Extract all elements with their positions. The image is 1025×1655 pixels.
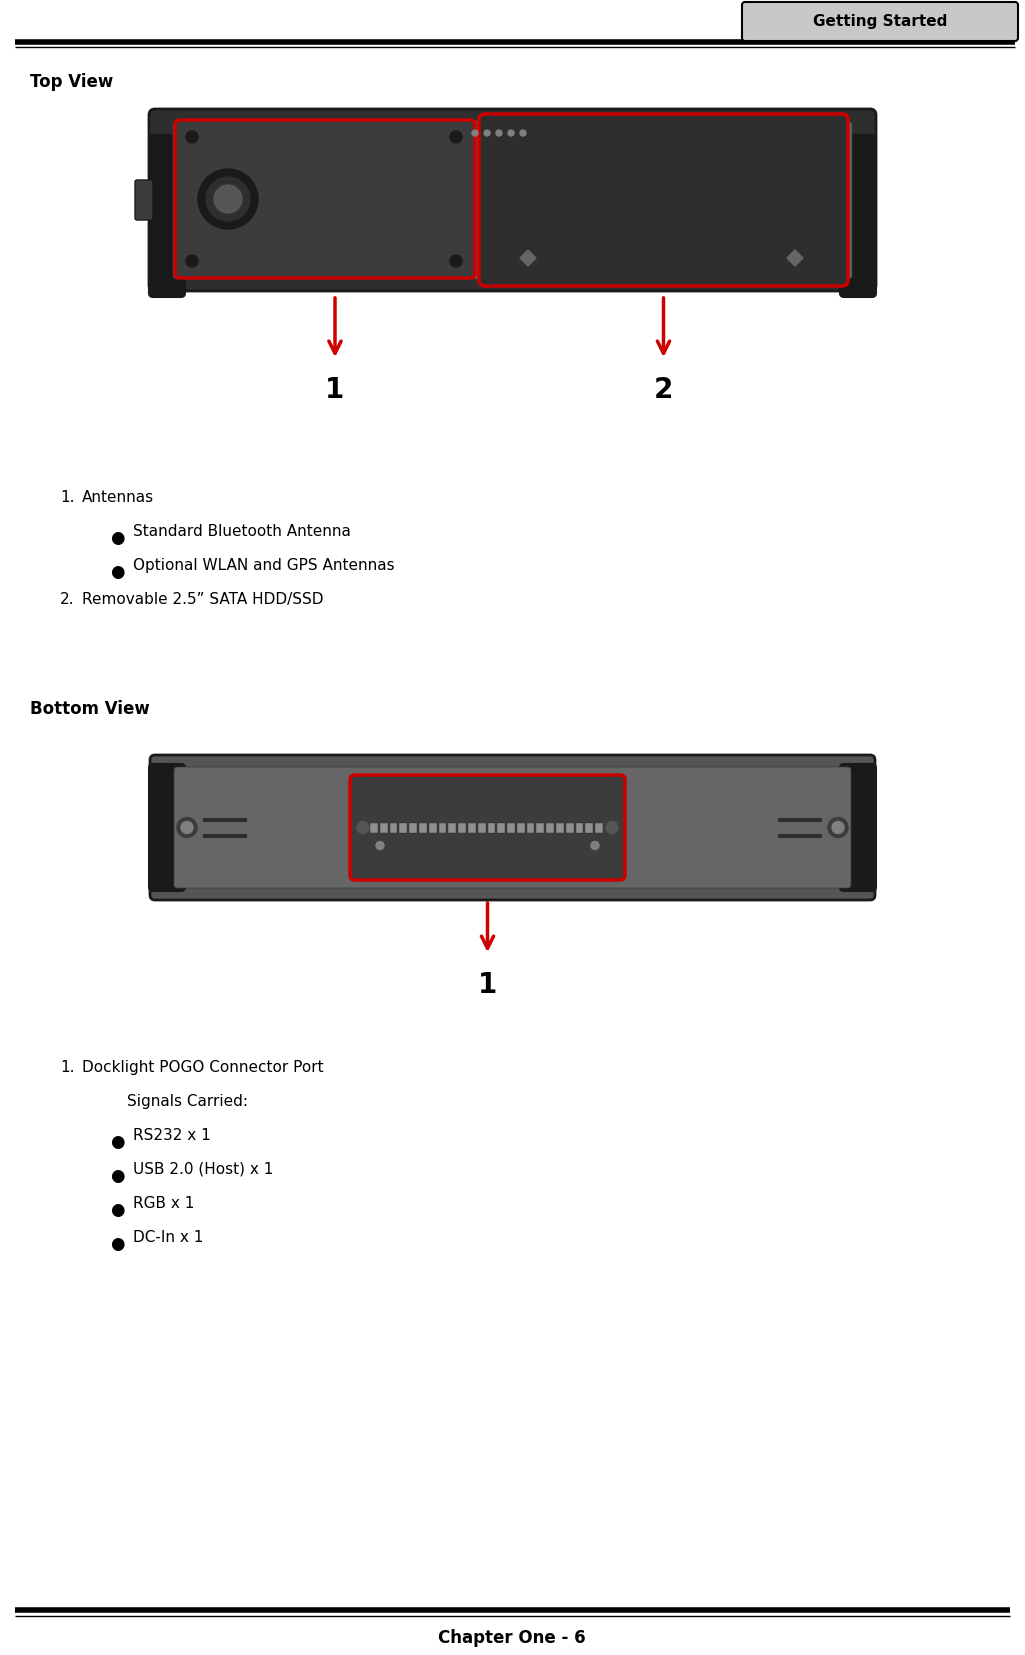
Circle shape <box>484 131 490 136</box>
Text: Removable 2.5” SATA HDD/SSD: Removable 2.5” SATA HDD/SSD <box>82 592 324 607</box>
FancyBboxPatch shape <box>428 823 437 832</box>
Circle shape <box>496 131 502 136</box>
Circle shape <box>186 131 198 142</box>
Circle shape <box>450 255 462 266</box>
Text: 1.: 1. <box>60 490 75 505</box>
Text: USB 2.0 (Host) x 1: USB 2.0 (Host) x 1 <box>133 1162 274 1177</box>
Text: 1: 1 <box>478 971 497 1000</box>
FancyBboxPatch shape <box>175 121 475 278</box>
FancyBboxPatch shape <box>517 823 525 832</box>
Circle shape <box>591 841 599 849</box>
Text: RGB x 1: RGB x 1 <box>133 1197 195 1211</box>
Circle shape <box>828 818 848 837</box>
Text: ●: ● <box>110 1235 124 1253</box>
Text: Signals Carried:: Signals Carried: <box>127 1094 248 1109</box>
Circle shape <box>520 131 526 136</box>
FancyBboxPatch shape <box>135 180 153 220</box>
Circle shape <box>198 169 258 228</box>
Text: 1: 1 <box>325 376 344 404</box>
FancyBboxPatch shape <box>546 823 555 832</box>
Circle shape <box>450 131 462 142</box>
FancyBboxPatch shape <box>527 823 534 832</box>
Circle shape <box>832 821 844 834</box>
Text: Docklight POGO Connector Port: Docklight POGO Connector Port <box>82 1059 324 1076</box>
FancyBboxPatch shape <box>479 114 848 286</box>
FancyBboxPatch shape <box>840 765 876 890</box>
Text: ●: ● <box>110 563 124 581</box>
FancyBboxPatch shape <box>468 823 476 832</box>
Text: ●: ● <box>110 1134 124 1150</box>
FancyBboxPatch shape <box>350 775 625 880</box>
Text: DC-In x 1: DC-In x 1 <box>133 1230 203 1245</box>
Circle shape <box>181 821 193 834</box>
FancyBboxPatch shape <box>742 2 1018 41</box>
FancyBboxPatch shape <box>380 823 387 832</box>
Text: Chapter One - 6: Chapter One - 6 <box>439 1629 586 1647</box>
FancyBboxPatch shape <box>390 823 398 832</box>
Text: RS232 x 1: RS232 x 1 <box>133 1129 211 1144</box>
Text: Getting Started: Getting Started <box>813 13 947 30</box>
FancyBboxPatch shape <box>448 823 456 832</box>
Text: 2.: 2. <box>60 592 75 607</box>
Text: Top View: Top View <box>30 73 113 91</box>
Text: ●: ● <box>110 530 124 548</box>
FancyBboxPatch shape <box>370 823 378 832</box>
Circle shape <box>357 821 369 834</box>
FancyBboxPatch shape <box>576 823 583 832</box>
Text: ●: ● <box>110 1167 124 1185</box>
FancyBboxPatch shape <box>173 121 852 280</box>
FancyBboxPatch shape <box>497 823 505 832</box>
FancyBboxPatch shape <box>536 823 544 832</box>
Circle shape <box>214 185 242 213</box>
Circle shape <box>606 821 618 834</box>
FancyBboxPatch shape <box>149 765 184 890</box>
FancyBboxPatch shape <box>566 823 574 832</box>
FancyBboxPatch shape <box>174 766 851 889</box>
Text: Standard Bluetooth Antenna: Standard Bluetooth Antenna <box>133 525 351 540</box>
Text: Antennas: Antennas <box>82 490 154 505</box>
Polygon shape <box>520 250 536 266</box>
Text: ●: ● <box>110 1202 124 1220</box>
FancyBboxPatch shape <box>585 823 593 832</box>
Text: Optional WLAN and GPS Antennas: Optional WLAN and GPS Antennas <box>133 558 395 573</box>
FancyBboxPatch shape <box>596 823 603 832</box>
FancyBboxPatch shape <box>840 136 876 296</box>
FancyBboxPatch shape <box>478 823 486 832</box>
Circle shape <box>508 131 514 136</box>
Circle shape <box>376 841 384 849</box>
FancyBboxPatch shape <box>507 823 515 832</box>
Circle shape <box>472 131 478 136</box>
FancyBboxPatch shape <box>149 136 184 296</box>
FancyBboxPatch shape <box>149 109 876 291</box>
Circle shape <box>177 818 197 837</box>
Circle shape <box>186 255 198 266</box>
FancyBboxPatch shape <box>409 823 417 832</box>
Text: Bottom View: Bottom View <box>30 700 150 718</box>
Text: 1.: 1. <box>60 1059 75 1076</box>
Text: 2: 2 <box>654 376 673 404</box>
Polygon shape <box>787 250 803 266</box>
FancyBboxPatch shape <box>419 823 426 832</box>
FancyBboxPatch shape <box>458 823 466 832</box>
FancyBboxPatch shape <box>400 823 407 832</box>
FancyBboxPatch shape <box>488 823 495 832</box>
FancyBboxPatch shape <box>439 823 446 832</box>
Circle shape <box>206 177 250 222</box>
FancyBboxPatch shape <box>556 823 564 832</box>
FancyBboxPatch shape <box>150 755 875 900</box>
